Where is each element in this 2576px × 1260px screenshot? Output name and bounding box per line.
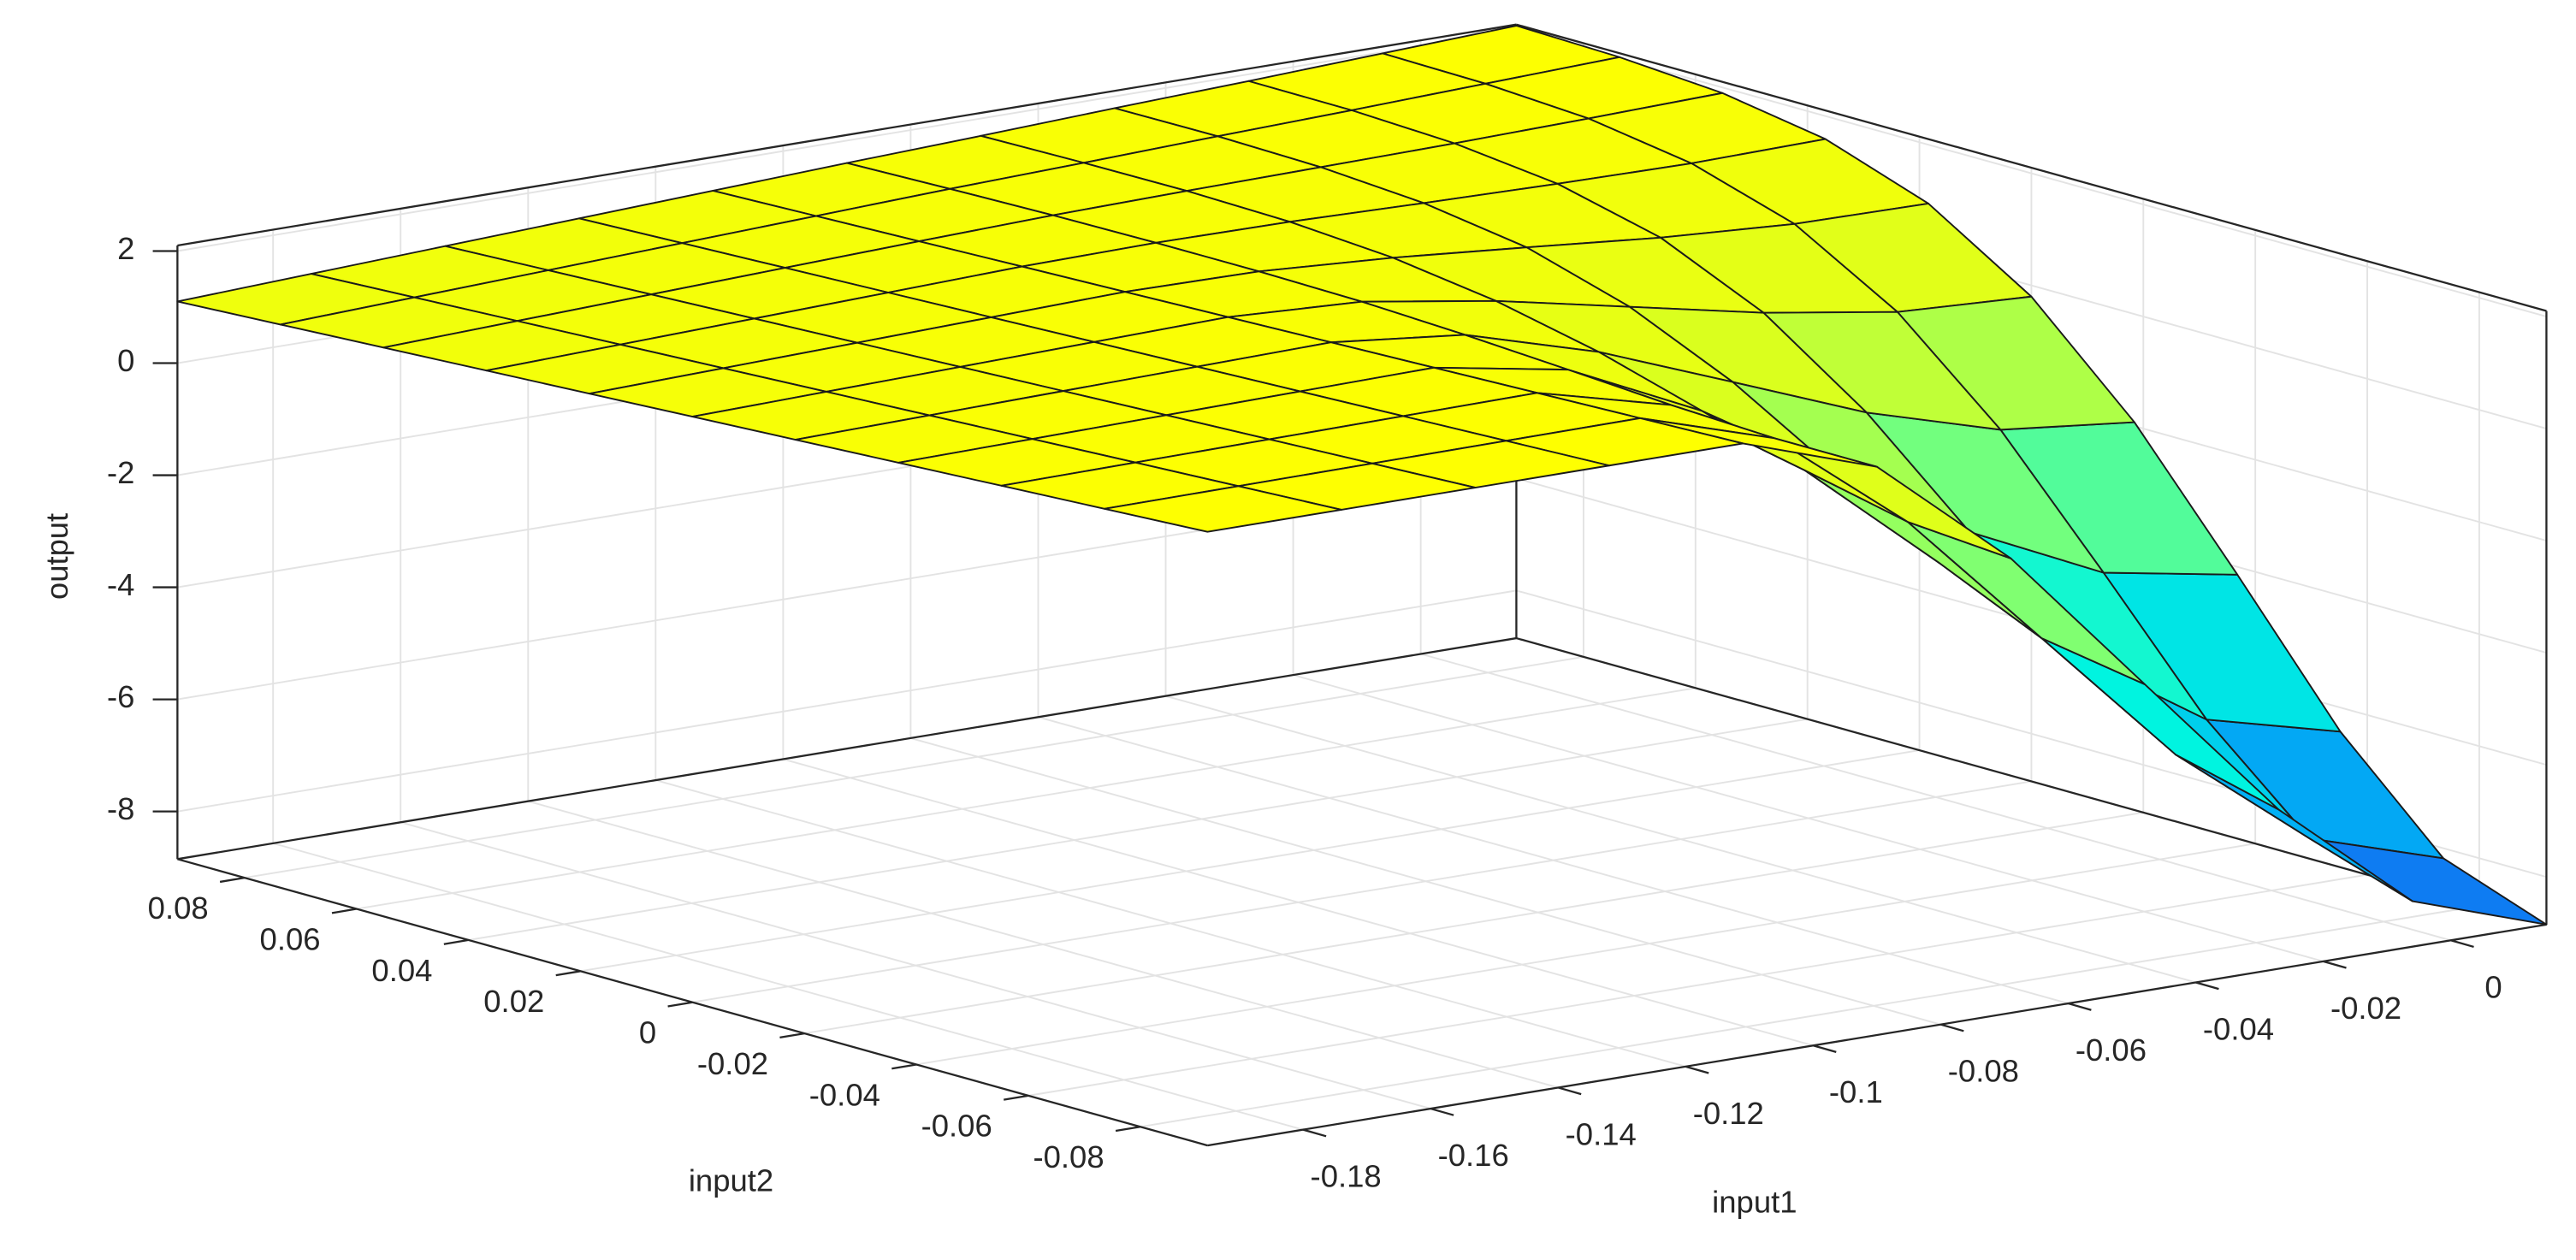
- floor-grid-line: [468, 718, 1808, 941]
- x-tick-label: -0.12: [1693, 1096, 1764, 1131]
- y-tick-label: -0.08: [1033, 1139, 1104, 1174]
- y-tick-label: -0.06: [921, 1109, 992, 1144]
- wall-grid-line: [1516, 29, 2547, 317]
- z-axis-label: output: [39, 513, 74, 600]
- surface-cell: [1104, 485, 1342, 533]
- box-edge: [177, 636, 1517, 861]
- z-tick-label: 0: [117, 343, 134, 378]
- x-tick-label: -0.16: [1438, 1138, 1509, 1173]
- x-tick-label: -0.08: [1948, 1054, 2019, 1089]
- y-tick-label: -0.02: [697, 1046, 768, 1081]
- x-tick-label: -0.1: [1829, 1074, 1883, 1109]
- x-tick: [2068, 1002, 2092, 1011]
- z-tick-label: 2: [117, 231, 134, 266]
- labels: input1 input2 output -0.18 -0.16 -0.14 -0.1…: [39, 231, 2502, 1219]
- z-tick-label: -4: [107, 567, 134, 602]
- y-tick: [331, 908, 357, 914]
- y-tick: [555, 970, 581, 977]
- x-tick-label: -0.04: [2203, 1012, 2274, 1047]
- floor-grid-line: [1140, 905, 2480, 1128]
- y-tick: [779, 1032, 805, 1039]
- y-tick-label: 0.06: [260, 921, 321, 956]
- x-tick-label: 0: [2484, 969, 2502, 1004]
- floor-grid-line: [692, 780, 2032, 1003]
- box: [152, 23, 2548, 1147]
- x-tick: [1302, 1128, 1327, 1138]
- y-tick: [219, 877, 246, 884]
- y-tick: [667, 1001, 693, 1008]
- floor-grid-line: [804, 811, 2144, 1035]
- y-tick-label: 0: [639, 1015, 656, 1050]
- floor-grid-line: [915, 843, 2256, 1066]
- y-axis-label: input2: [689, 1163, 773, 1198]
- x-tick-label: -0.02: [2330, 991, 2401, 1026]
- x-tick: [1940, 1023, 1964, 1032]
- box-edge: [177, 23, 1517, 247]
- z-tick-label: -2: [107, 455, 134, 490]
- y-tick: [891, 1063, 917, 1070]
- x-tick-label: -0.14: [1566, 1117, 1637, 1152]
- x-tick: [2450, 939, 2474, 949]
- floor-grid-line: [244, 655, 1584, 879]
- wall-grid-line: [177, 589, 1517, 813]
- x-tick: [2195, 981, 2219, 991]
- x-tick: [1813, 1044, 1837, 1054]
- y-tick-label: -0.04: [809, 1077, 880, 1112]
- x-tick: [1685, 1065, 1709, 1074]
- z-tick-label: -6: [107, 679, 134, 714]
- floor-grid-line: [356, 687, 1696, 910]
- floor-grid-line: [1027, 873, 2368, 1097]
- x-tick-label: -0.18: [1311, 1159, 1382, 1194]
- x-axis-label: input1: [1712, 1185, 1797, 1220]
- x-tick: [2323, 960, 2347, 969]
- x-tick: [1557, 1086, 1582, 1096]
- x-tick: [1430, 1107, 1454, 1116]
- y-tick: [1115, 1126, 1141, 1133]
- y-tick-label: 0.02: [483, 984, 544, 1019]
- surface: [176, 25, 2548, 926]
- y-tick-label: 0.04: [371, 953, 432, 988]
- wall-grid-line: [177, 29, 1517, 252]
- floor-grid-line: [580, 749, 1920, 973]
- y-tick: [1004, 1094, 1029, 1101]
- y-tick-label: 0.08: [148, 890, 209, 926]
- z-tick-label: -8: [107, 791, 134, 826]
- x-tick-label: -0.06: [2076, 1032, 2147, 1068]
- box-edge: [1516, 23, 2547, 312]
- y-tick: [443, 938, 469, 945]
